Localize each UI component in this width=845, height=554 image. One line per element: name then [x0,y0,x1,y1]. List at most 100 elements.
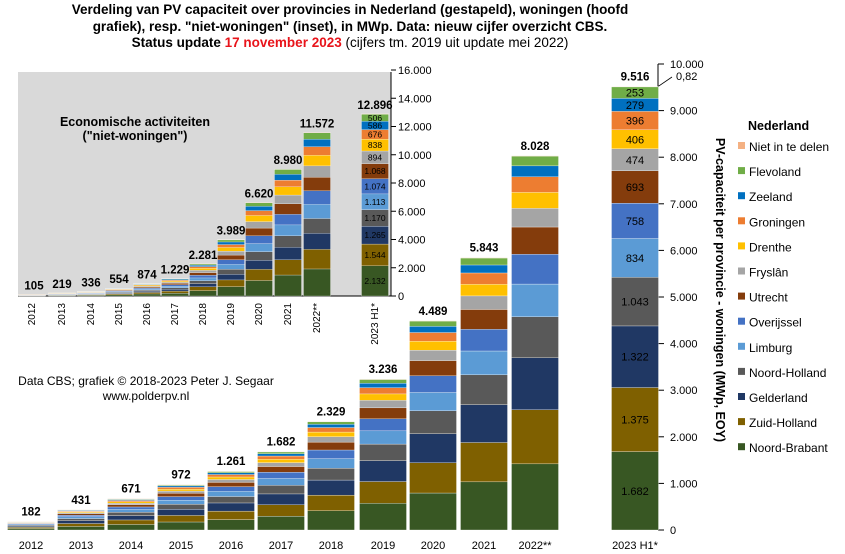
inset-bar-segment-zuid-holland [245,269,273,281]
main-bar-segment-limburg [107,509,155,513]
inset-bar-segment-limburg [245,243,273,252]
inset-bar-segment-gelderland [303,233,331,250]
inset-x-tick-label: 2015 [114,303,125,326]
inset-bar-segment-overijssel [161,284,189,287]
main-x-tick-label: 2021 [472,540,496,552]
main-bar-segment-flevoland [409,320,457,327]
inset-segment-label: 894 [368,152,382,162]
inset-x-tick-label: 2018 [198,303,209,326]
main-bar-segment-noord-brabant [307,510,355,531]
main-bar-segment-zuid-holland [257,504,305,517]
main-bar-segment-zuid-holland [307,494,355,511]
main-x-tick-label: 2014 [119,540,143,552]
inset-bar-segment-limburg [161,286,189,288]
inset-bar-segment-gelderland [217,274,245,281]
inset-bar-segment-zeeland [303,139,331,147]
main-bar-segment-utrecht [307,441,355,451]
main-bar-segment-fryslan [359,400,407,409]
inset-bar-segment-gelderland [245,260,273,270]
title-status-prefix: Status update [131,35,225,50]
main-extra-leader [657,76,673,87]
main-segment-label: 474 [626,155,644,167]
inset-bar-segment-overijssel [217,259,245,265]
inset-bar-segment-zuid-holland [274,259,302,276]
main-segment-label: 406 [626,134,644,146]
main-bar-segment-groningen [460,272,508,285]
inset-bar-segment-overijssel [303,190,331,205]
main-bar-segment-noord-holland [257,485,305,495]
inset-segment-label: 1.170 [364,213,386,223]
inset-total-label: 3.989 [217,226,246,238]
main-bar-segment-overijssel [511,254,559,285]
inset-total-label: 336 [81,277,100,289]
inset-bar-segment-drenthe [274,186,302,196]
main-total-label: 2.329 [317,406,346,418]
inset-bar-segment-noord-holland [217,269,245,275]
inset-segment-label: 1.265 [364,230,386,240]
title-line-3: Status update 17 november 2023 (cijfers … [0,35,700,52]
legend-swatch-groningen [738,217,745,225]
inset-bar-segment-groningen [245,210,273,216]
main-total-label: 1.261 [217,456,246,468]
inset-bar-segment-fryslan [161,282,189,284]
inset-total-label: 2.281 [189,250,218,262]
inset-bar-segment-overijssel [274,214,302,226]
inset-segment-label: 586 [368,121,382,131]
main-bar-segment-fryslan [511,208,559,228]
legend-item-overijssel: Overijssel [749,316,802,330]
inset-bar-segment-noord-brabant [303,268,331,297]
inset-bar-segment-fryslan [274,194,302,204]
main-bar-segment-drenthe [359,393,407,401]
legend-swatch-overijssel [738,317,745,325]
main-bar-segment-fryslan [307,436,355,443]
main-bar-segment-drenthe [511,192,559,209]
legend-swatch-zuid-holland [738,418,745,426]
main-bar-segment-noord-holland [611,277,659,327]
main-bar-segment-noord-brabant [460,481,508,531]
title-line-2: grafiek), resp. "niet-woningen" (inset),… [92,18,608,34]
inset-x-tick-label: 2023 H1* [370,303,381,345]
main-bar-segment-gelderland [257,493,305,505]
inset-bar-segment-fryslan [189,270,217,273]
main-y-tick-label: 4.000 [670,339,698,351]
inset-segment-label: 2.132 [364,276,386,286]
main-total-label: 5.843 [470,243,499,255]
inset-bar-segment-fryslan [133,286,161,288]
inset-total-label: 554 [109,274,129,286]
main-bar-segment-limburg [157,500,205,505]
main-bar-segment-groningen [511,176,559,193]
inset-bar-segment-fryslan [217,251,245,256]
main-bar-segment-noord-brabant [157,521,205,531]
inset-bar-segment-zuid-holland [303,249,331,270]
inset-y-tick-label: 0 [398,291,404,303]
main-segment-label: 1.322 [621,352,649,364]
main-total-label: 182 [21,507,40,519]
main-bar-segment-noord-brabant [409,492,457,531]
main-bar-segment-limburg [359,430,407,445]
title-status-suffix: (cijfers tm. 2019 uit update mei 2022) [341,35,569,50]
main-total-label: 671 [121,484,141,496]
main-bar-segment-drenthe [157,488,205,492]
inset-segment-label: 1.074 [364,181,386,191]
main-bar-segment-utrecht [359,407,407,420]
inset-total-label: 6.620 [245,188,274,200]
inset-bar-segment-utrecht [161,283,189,285]
main-bar-segment-drenthe [460,284,508,297]
inset-total-label: 11.572 [300,119,335,131]
main-bar-segment-zuid-holland [511,409,559,465]
main-bar-segment-fryslan [409,350,457,361]
inset-bar-segment-drenthe [245,215,273,222]
main-bar-segment-zeeland [157,485,205,488]
main-extra-label: 0,82 [676,71,697,83]
inset-bar-segment-limburg [133,288,161,291]
inset-bar-segment-noord-holland [133,290,161,292]
inset-bar-segment-noord-holland [189,280,217,284]
legend-swatch-fryslan [738,267,745,275]
title-status-date: 17 november 2023 [224,35,342,50]
main-y-tick-label: 2.000 [670,432,698,444]
inset-bar-segment-noord-holland [303,218,331,234]
inset-total-label: 8.980 [274,155,303,167]
main-bar-segment-gelderland [460,404,508,443]
main-segment-label: 758 [626,216,644,228]
inset-x-tick-label: 2013 [57,303,68,326]
